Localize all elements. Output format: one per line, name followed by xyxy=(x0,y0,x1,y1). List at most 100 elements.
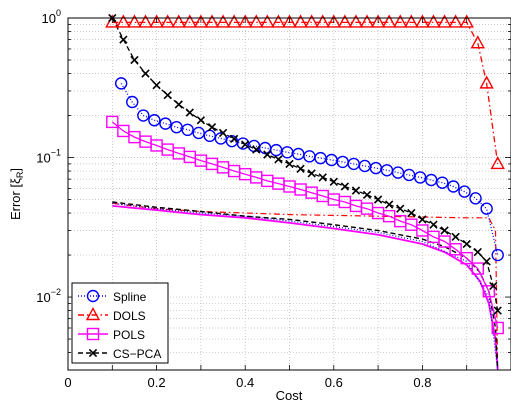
data-point-dols xyxy=(415,14,430,28)
data-point-dols xyxy=(448,14,463,28)
data-point-spline xyxy=(137,109,150,122)
data-point-cs-pca xyxy=(130,55,139,65)
data-point-dols xyxy=(426,14,441,28)
data-point-cs-pca xyxy=(263,150,272,159)
data-point-dols xyxy=(226,14,242,28)
data-point-cs-pca xyxy=(174,100,183,109)
data-point-pols xyxy=(449,243,462,256)
data-point-dols xyxy=(171,14,186,28)
data-point-cs-pca xyxy=(451,232,460,242)
data-point-cs-pca xyxy=(473,247,482,257)
data-point-dols xyxy=(490,155,505,170)
data-point-dols xyxy=(337,14,353,28)
data-point-pols xyxy=(471,262,484,275)
data-point-dols xyxy=(293,14,308,28)
data-point-dols xyxy=(193,14,209,28)
data-point-cs-pca xyxy=(185,108,194,117)
data-point-dols xyxy=(271,14,286,28)
data-point-spline xyxy=(491,248,504,262)
data-point-cs-pca xyxy=(429,220,438,229)
data-point-dols xyxy=(260,14,275,28)
legend-label-cs-pca: CS−PCA xyxy=(113,347,161,361)
data-point-cs-pca xyxy=(307,169,316,178)
data-point-cs-pca xyxy=(274,155,283,164)
data-point-cs-pca xyxy=(340,182,350,191)
data-point-spline xyxy=(114,77,128,90)
data-point-dols xyxy=(326,14,341,28)
data-point-cs-pca xyxy=(163,90,172,100)
data-point-dols xyxy=(282,14,297,28)
data-point-cs-pca xyxy=(285,159,294,169)
data-point-dols xyxy=(315,14,330,28)
data-point-cs-pca xyxy=(396,204,405,213)
data-point-cs-pca xyxy=(462,239,471,249)
data-point-dols xyxy=(149,14,164,28)
data-point-dols xyxy=(370,14,386,28)
data-point-spline xyxy=(192,126,205,140)
reference-curve xyxy=(112,202,499,370)
data-point-pols xyxy=(438,235,451,248)
data-point-cs-pca xyxy=(229,134,239,144)
data-point-pols xyxy=(416,224,429,237)
x-tick-label: 0.6 xyxy=(325,375,343,390)
data-point-dols xyxy=(249,14,264,28)
data-point-spline xyxy=(447,180,460,193)
data-point-dols xyxy=(348,14,364,28)
data-point-dols xyxy=(437,14,452,28)
data-point-spline xyxy=(181,123,194,137)
data-point-cs-pca xyxy=(152,81,161,90)
data-point-cs-pca xyxy=(482,257,491,266)
legend-marker-pols xyxy=(86,327,100,341)
tick-labels: 0 0.2 0.4 0.6 0.8 10−2 10−1 100 xyxy=(36,8,431,390)
series-markers xyxy=(105,13,505,335)
data-point-pols xyxy=(482,285,496,298)
legend-marker-cs-pca xyxy=(88,348,98,358)
series-line-spline xyxy=(120,83,499,256)
data-point-cs-pca xyxy=(489,281,498,291)
y-tick-label: 10−2 xyxy=(36,287,61,305)
data-point-dols xyxy=(459,14,474,28)
data-point-cs-pca xyxy=(218,128,228,138)
data-point-cs-pca xyxy=(141,69,150,78)
data-point-dols xyxy=(160,14,175,28)
x-tick-label: 0.8 xyxy=(413,375,431,390)
data-point-spline xyxy=(480,202,493,215)
data-point-cs-pca xyxy=(351,186,361,195)
data-point-cs-pca xyxy=(329,177,338,186)
data-point-cs-pca xyxy=(296,164,305,173)
y-tick-label: 100 xyxy=(42,8,61,26)
x-axis-label: Cost xyxy=(276,388,303,403)
data-point-cs-pca xyxy=(252,145,261,154)
data-point-cs-pca xyxy=(373,195,383,204)
data-point-spline xyxy=(469,192,482,205)
reference-curves xyxy=(112,201,499,370)
legend: Spline DOLS POLS CS−PCA xyxy=(71,282,169,364)
data-point-dols xyxy=(215,14,231,28)
legend-label-spline: Spline xyxy=(113,290,147,304)
legend-items: Spline DOLS POLS CS−PCA xyxy=(78,289,161,361)
data-point-dols xyxy=(116,14,131,28)
data-point-cs-pca xyxy=(440,226,449,235)
series-line-dols xyxy=(112,21,499,164)
data-point-dols xyxy=(204,14,220,28)
legend-marker-dols xyxy=(85,307,101,321)
data-point-spline xyxy=(126,95,139,109)
legend-label-pols: POLS xyxy=(113,328,145,342)
x-tick-label: 0.2 xyxy=(148,375,166,390)
data-point-dols xyxy=(404,14,419,28)
data-point-pols xyxy=(491,321,504,335)
data-point-spline xyxy=(214,132,228,145)
y-tick-label: 10−1 xyxy=(36,148,61,166)
data-point-cs-pca xyxy=(318,173,327,182)
data-point-dols xyxy=(359,14,375,28)
data-point-spline xyxy=(148,114,161,127)
data-point-dols xyxy=(470,35,485,49)
data-point-cs-pca xyxy=(196,116,206,125)
data-point-dols xyxy=(381,14,397,28)
data-point-dols xyxy=(393,14,408,28)
data-point-pols xyxy=(106,115,119,129)
data-point-cs-pca xyxy=(362,190,372,200)
legend-label-dols: DOLS xyxy=(113,309,146,323)
x-tick-label: 0 xyxy=(64,375,71,390)
